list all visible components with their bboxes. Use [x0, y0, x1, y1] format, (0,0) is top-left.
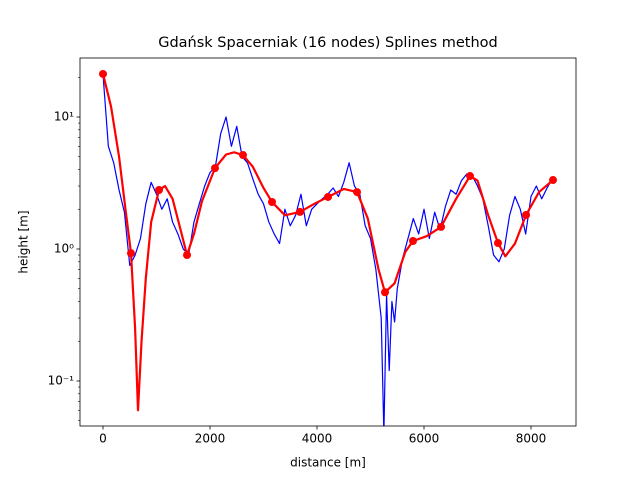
node-point: [353, 188, 362, 197]
axes-frame: [79, 57, 577, 427]
x-tick-label: 2000: [195, 432, 226, 446]
node-point: [295, 207, 304, 216]
node-point: [99, 69, 108, 78]
node-point: [183, 251, 192, 260]
node-point: [239, 151, 248, 160]
x-axis-label: distance [m]: [290, 456, 366, 470]
node-point: [437, 222, 446, 231]
x-tick-label: 6000: [409, 432, 440, 446]
x-tick-label: 0: [99, 432, 107, 446]
y-tick-label: 10¹: [54, 110, 74, 124]
node-point: [522, 210, 531, 219]
node-point: [324, 192, 333, 201]
node-point: [466, 172, 475, 181]
node-point: [493, 239, 502, 248]
node-point: [381, 288, 390, 297]
plot-area: [99, 69, 557, 426]
x-tick-label: 4000: [302, 432, 333, 446]
node-point: [126, 249, 135, 258]
x-tick-label: 8000: [516, 432, 547, 446]
chart-title: Gdańsk Spacerniak (16 nodes) Splines met…: [158, 35, 498, 51]
node-point: [408, 236, 417, 245]
node-point: [155, 185, 164, 194]
y-axis-label: height [m]: [17, 210, 31, 273]
node-point: [548, 176, 557, 185]
node-point: [268, 198, 277, 207]
node-point: [210, 164, 219, 173]
y-tick-label: 10⁰: [54, 242, 74, 256]
y-tick-label: 10⁻¹: [48, 373, 75, 387]
